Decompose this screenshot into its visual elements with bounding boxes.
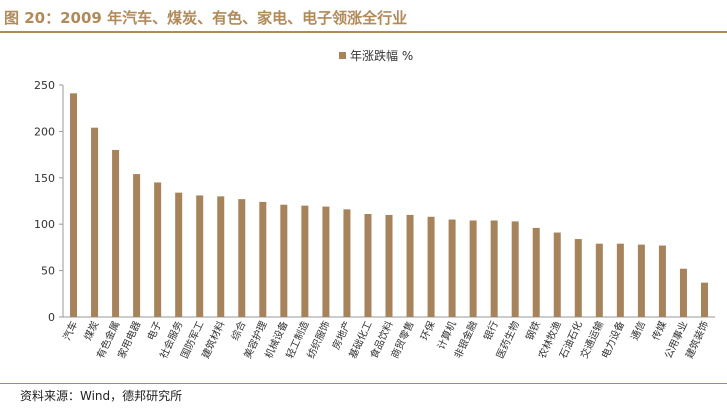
x-tick-label: 综合: [228, 319, 248, 343]
x-tick-label: 钢铁: [523, 319, 543, 343]
bar: [280, 204, 288, 317]
x-tick-label: 煤炭: [81, 319, 101, 343]
y-tick-label: 200: [34, 125, 55, 138]
bar: [658, 245, 666, 317]
bar: [112, 149, 120, 317]
legend-label: 年涨跌幅 %: [350, 48, 413, 63]
y-tick-label: 0: [48, 311, 55, 324]
x-tick-label: 传媒: [650, 319, 669, 342]
bar: [154, 182, 162, 317]
y-tick-label: 150: [34, 172, 55, 185]
bar: [511, 221, 519, 317]
x-tick-label: 电子: [144, 319, 164, 343]
legend-swatch: [339, 52, 346, 59]
x-tick-label: 银行: [481, 319, 501, 343]
bar: [532, 227, 540, 317]
bar: [700, 282, 708, 317]
y-tick-label: 50: [41, 265, 55, 278]
bar: [322, 206, 330, 317]
bar: [385, 214, 393, 317]
footer-divider: [0, 383, 727, 384]
figure-title: 图 20：2009 年汽车、煤炭、有色、家电、电子领涨全行业: [4, 9, 408, 27]
bar: [679, 268, 687, 317]
x-tick-label: 房地产: [329, 319, 353, 352]
bar: [595, 243, 603, 317]
x-tick-label: 环保: [418, 319, 438, 343]
bar: [259, 201, 267, 317]
bar: [133, 174, 141, 317]
bar: [364, 213, 372, 317]
bar: [616, 243, 624, 317]
title-divider: [0, 31, 727, 33]
x-tick-label: 计算机: [434, 319, 458, 352]
bar: [490, 220, 498, 317]
source-note: 资料来源：Wind，德邦研究所: [20, 389, 183, 403]
y-tick-label: 250: [34, 79, 55, 92]
bar: [406, 214, 414, 317]
bar: [217, 196, 225, 317]
bar: [196, 195, 204, 317]
bar: [637, 244, 645, 317]
x-tick-label: 汽车: [60, 319, 80, 343]
bar: [553, 232, 561, 317]
bar: [469, 220, 477, 317]
bar: [427, 216, 435, 317]
bar: [301, 205, 309, 317]
x-tick-label: 通信: [629, 319, 648, 342]
bar: [175, 192, 183, 317]
bar: [574, 239, 582, 317]
bar: [91, 127, 99, 317]
bar: [343, 209, 351, 317]
bar: [238, 199, 246, 317]
figure-header: 图 20：2009 年汽车、煤炭、有色、家电、电子领涨全行业: [0, 0, 727, 33]
bar: [70, 93, 78, 317]
y-tick-label: 100: [34, 218, 55, 231]
bar: [448, 219, 456, 317]
